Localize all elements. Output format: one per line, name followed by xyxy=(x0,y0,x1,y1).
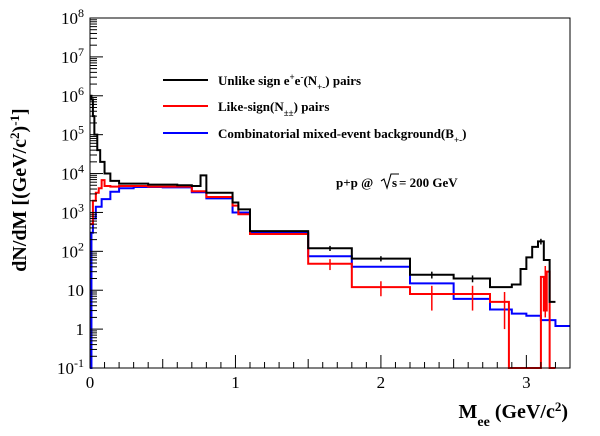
series-mixed xyxy=(90,186,570,369)
y-tick-label: 106 xyxy=(61,84,84,106)
series-like xyxy=(90,179,556,369)
series-unlike xyxy=(90,94,556,303)
y-axis-title-sup: 2 xyxy=(7,132,22,139)
legend-unlike-mid: e xyxy=(295,73,301,88)
legend-label-like: Like-sign(N±±) pairs xyxy=(218,99,329,118)
x-axis-title-unit-sup: 2 xyxy=(555,399,562,414)
annotation-pre: p+p @ xyxy=(336,175,373,190)
y-axis-title: dN/dM [(GeV/c2)-1] xyxy=(7,108,32,271)
labels-layer: 0 1 2 3 10-1 1 10 102 103 104 105 106 107 108 xyxy=(57,6,531,392)
annotation-post: = 200 GeV xyxy=(399,175,458,190)
y-tick-label: 102 xyxy=(61,239,84,261)
y-tick-label: 105 xyxy=(61,123,84,145)
y-axis-title-sup2: -1 xyxy=(7,115,22,126)
x-axis-title-unit-tail: ) xyxy=(561,401,568,423)
legend-unlike-pre: Unlike sign e xyxy=(218,73,290,88)
x-tick-label: 3 xyxy=(522,373,531,392)
y-tick-label: 10-1 xyxy=(57,356,84,378)
legend-like-post: ) pairs xyxy=(294,99,330,114)
series-like-line xyxy=(90,179,556,369)
legend-unlike-sup2: - xyxy=(300,72,303,82)
legend-unlike-sub: +- xyxy=(317,82,325,92)
y-tick-label: 108 xyxy=(61,6,84,28)
x-axis-title-sub: ee xyxy=(477,415,489,430)
legend-mixed-post: ) xyxy=(462,126,466,141)
y-tick-label: 104 xyxy=(61,162,84,184)
legend-like-pre: Like-sign(N xyxy=(218,99,284,114)
legend-mixed-sub: +- xyxy=(454,135,462,145)
plot-frame xyxy=(89,17,571,369)
legend-mixed-pre: Combinatorial mixed-event background(B xyxy=(218,126,454,141)
curves-layer xyxy=(90,94,570,369)
x-axis-title-unit: (GeV/c xyxy=(495,401,555,423)
series-mixed-line xyxy=(90,186,570,369)
x-tick-label: 1 xyxy=(231,373,240,392)
legend: Unlike sign e+e-(N+-) pairs Like-sign(N±… xyxy=(163,72,466,145)
x-tick-label: 0 xyxy=(86,373,95,392)
series-unlike-line xyxy=(90,94,556,303)
legend-unlike-sup1: + xyxy=(290,72,295,82)
x-axis-title-text: M xyxy=(459,401,478,423)
legend-unlike-mid2: (N xyxy=(303,73,317,88)
legend-label-mixed: Combinatorial mixed-event background(B+-… xyxy=(218,126,466,145)
legend-unlike-post: ) pairs xyxy=(325,73,361,88)
legend-like-sub: ±± xyxy=(284,108,294,118)
x-tick-label: 2 xyxy=(377,373,386,392)
axes-layer xyxy=(89,17,571,369)
y-tick-label: 107 xyxy=(61,45,84,67)
y-tick-label: 10 xyxy=(67,281,84,300)
annotation-root: s xyxy=(392,175,397,190)
y-axis-title-mid: ) xyxy=(9,126,31,133)
y-axis-title-tail: ] xyxy=(9,108,31,115)
y-tick-label: 103 xyxy=(61,200,84,222)
sqrt-sign-icon xyxy=(380,173,399,190)
y-axis-title-text: dN/dM [(GeV/c xyxy=(9,139,31,272)
x-axis-title: Mee (GeV/c2) xyxy=(459,399,568,430)
y-tick-label: 1 xyxy=(76,320,85,339)
legend-label-unlike: Unlike sign e+e-(N+-) pairs xyxy=(218,72,361,92)
collision-annotation: p+p @ s = 200 GeV xyxy=(336,173,458,190)
